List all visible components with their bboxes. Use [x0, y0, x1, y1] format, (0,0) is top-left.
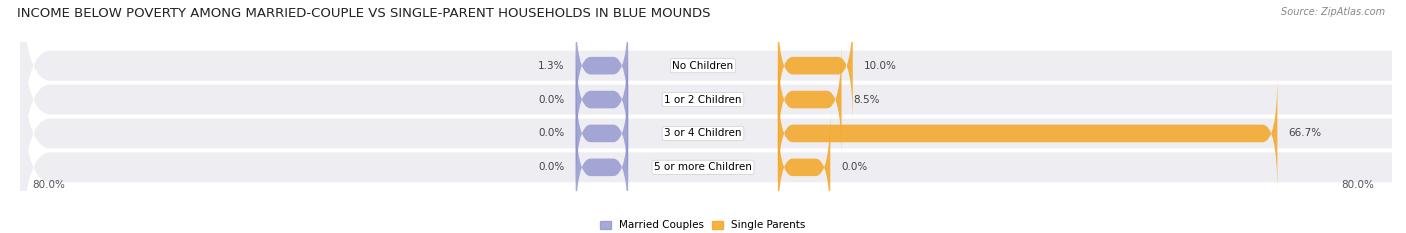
FancyBboxPatch shape — [778, 7, 853, 125]
Legend: Married Couples, Single Parents: Married Couples, Single Parents — [598, 217, 808, 233]
Text: 0.0%: 0.0% — [842, 162, 868, 172]
Text: 0.0%: 0.0% — [538, 95, 564, 105]
Text: 0.0%: 0.0% — [538, 128, 564, 138]
FancyBboxPatch shape — [575, 41, 628, 158]
FancyBboxPatch shape — [778, 108, 831, 226]
FancyBboxPatch shape — [778, 41, 842, 158]
Text: 1.3%: 1.3% — [538, 61, 564, 71]
Text: 5 or more Children: 5 or more Children — [654, 162, 752, 172]
Text: 3 or 4 Children: 3 or 4 Children — [664, 128, 742, 138]
Text: No Children: No Children — [672, 61, 734, 71]
Text: Source: ZipAtlas.com: Source: ZipAtlas.com — [1281, 7, 1385, 17]
FancyBboxPatch shape — [575, 108, 628, 226]
Text: INCOME BELOW POVERTY AMONG MARRIED-COUPLE VS SINGLE-PARENT HOUSEHOLDS IN BLUE MO: INCOME BELOW POVERTY AMONG MARRIED-COUPL… — [17, 7, 710, 20]
FancyBboxPatch shape — [20, 47, 1406, 233]
Text: 80.0%: 80.0% — [1341, 180, 1374, 190]
Text: 80.0%: 80.0% — [32, 180, 65, 190]
Text: 8.5%: 8.5% — [853, 95, 879, 105]
Text: 66.7%: 66.7% — [1289, 128, 1322, 138]
FancyBboxPatch shape — [778, 75, 1278, 192]
Text: 10.0%: 10.0% — [865, 61, 897, 71]
FancyBboxPatch shape — [20, 13, 1406, 233]
FancyBboxPatch shape — [20, 0, 1406, 186]
Text: 0.0%: 0.0% — [538, 162, 564, 172]
Text: 1 or 2 Children: 1 or 2 Children — [664, 95, 742, 105]
FancyBboxPatch shape — [575, 75, 628, 192]
FancyBboxPatch shape — [20, 0, 1406, 220]
FancyBboxPatch shape — [575, 7, 628, 125]
